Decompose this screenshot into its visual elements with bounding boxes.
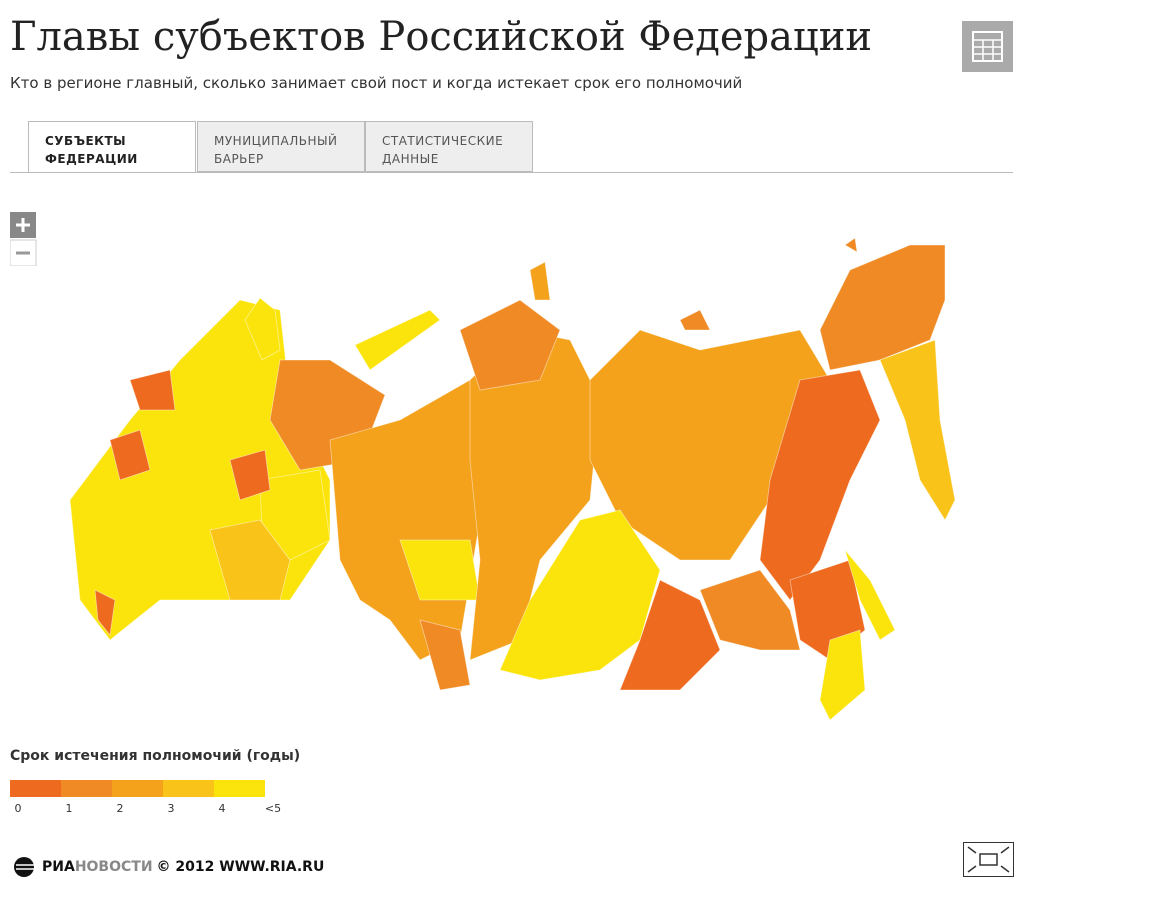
tab[interactable]: СУБЪЕКТЫ ФЕДЕРАЦИИ [28, 121, 196, 173]
tab[interactable]: СТАТИСТИЧЕСКИЕ ДАННЫЕ [365, 121, 533, 172]
divider [10, 172, 1013, 173]
tab-label: МУНИЦИПАЛЬНЫЙ БАРЬЕР [214, 134, 338, 166]
legend-swatch [61, 780, 112, 797]
legend-tick-label: 3 [167, 802, 175, 815]
copyright: © 2012 WWW.RIA.RU [156, 859, 325, 875]
logo-ria: РИА [42, 859, 75, 875]
table-view-button[interactable] [962, 21, 1013, 72]
logo-news: НОВОСТИ [74, 859, 153, 875]
legend-swatch [163, 780, 214, 797]
legend-swatch [214, 780, 265, 797]
logo-mark [14, 857, 34, 877]
legend-tick-label: 1 [65, 802, 73, 815]
title: Главы субъектов Российской Федерации [10, 14, 873, 60]
legend-swatch [10, 780, 61, 797]
map [69, 237, 956, 721]
legend-title: Срок истечения полномочий (годы) [10, 748, 301, 764]
tab-label: СУБЪЕКТЫ ФЕДЕРАЦИИ [45, 134, 138, 166]
legend-tick-label: 0 [14, 802, 22, 815]
legend-tick-label: 4 [218, 802, 226, 815]
fullscreen-button[interactable] [963, 842, 1014, 877]
zoom-controls [10, 212, 37, 266]
legend-tick-label: <5 [264, 802, 282, 815]
zoom-in[interactable] [10, 212, 36, 238]
legend-swatch [112, 780, 163, 797]
subtitle: Кто в регионе главный, сколько занимает … [10, 74, 743, 92]
zoom-out[interactable] [10, 239, 37, 266]
tab[interactable]: МУНИЦИПАЛЬНЫЙ БАРЬЕР [197, 121, 365, 172]
legend-tick-label: 2 [116, 802, 124, 815]
tab-label: СТАТИСТИЧЕСКИЕ ДАННЫЕ [382, 134, 504, 166]
footer: РИА НОВОСТИ © 2012 WWW.RIA.RU [10, 856, 324, 878]
